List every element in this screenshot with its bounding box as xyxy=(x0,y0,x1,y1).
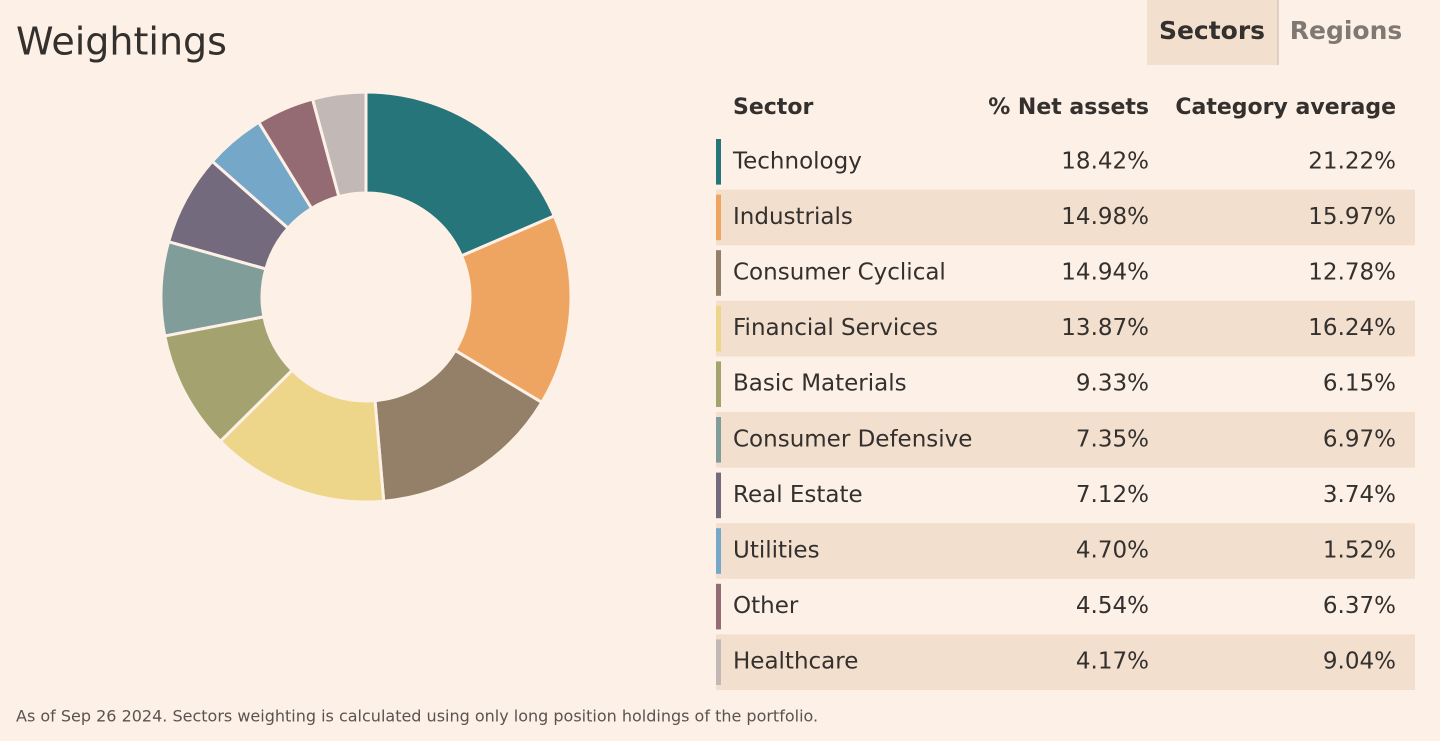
row-swatch xyxy=(716,528,721,574)
row-swatch xyxy=(716,361,721,407)
category-average: 1.52% xyxy=(1323,538,1396,564)
sector-name: Utilities xyxy=(733,538,820,564)
row-swatch xyxy=(716,417,721,463)
sector-name: Industrials xyxy=(733,204,853,230)
sector-name: Other xyxy=(733,593,799,619)
category-average: 16.24% xyxy=(1308,315,1396,341)
row-swatch xyxy=(716,194,721,241)
row-swatch xyxy=(716,139,721,185)
column-header: % Net assets xyxy=(988,95,1149,120)
category-average: 15.97% xyxy=(1308,204,1396,230)
category-average: 9.04% xyxy=(1323,649,1396,675)
column-header: Category average xyxy=(1175,95,1396,120)
net-assets: 9.33% xyxy=(1076,371,1149,397)
row-swatch xyxy=(716,472,721,519)
row-swatch xyxy=(716,639,721,685)
net-assets: 14.94% xyxy=(1061,260,1149,286)
category-average: 6.37% xyxy=(1323,593,1396,619)
column-header: Sector xyxy=(733,95,813,120)
donut-slice xyxy=(373,348,544,503)
net-assets: 7.12% xyxy=(1076,482,1149,508)
donut-slice xyxy=(218,368,386,504)
sector-name: Financial Services xyxy=(733,315,938,341)
sector-name: Technology xyxy=(732,148,862,174)
title: Weightings xyxy=(16,20,227,64)
category-average: 6.97% xyxy=(1323,426,1396,452)
category-average: 6.15% xyxy=(1323,371,1396,397)
row-bg xyxy=(716,189,1415,246)
net-assets: 7.35% xyxy=(1076,426,1149,452)
net-assets: 4.17% xyxy=(1076,649,1149,675)
category-average: 21.22% xyxy=(1308,148,1396,174)
net-assets: 4.70% xyxy=(1076,538,1149,564)
row-bg xyxy=(716,523,1415,579)
net-assets: 14.98% xyxy=(1061,204,1149,230)
row-bg xyxy=(716,412,1415,468)
sector-name: Basic Materials xyxy=(733,371,907,397)
donut-slice xyxy=(310,90,368,199)
row-swatch xyxy=(716,583,721,630)
tab[interactable]: Regions xyxy=(1290,16,1403,45)
tab-active-bg xyxy=(1147,0,1278,65)
row-bg xyxy=(716,300,1415,357)
category-average: 3.74% xyxy=(1323,482,1396,508)
sector-name: Consumer Defensive xyxy=(733,426,972,452)
sector-name: Consumer Cyclical xyxy=(733,260,946,286)
category-average: 12.78% xyxy=(1308,260,1396,286)
tab[interactable]: Sectors xyxy=(1159,16,1265,45)
sector-name: Healthcare xyxy=(733,649,858,675)
row-swatch xyxy=(716,250,721,296)
footnote: As of Sep 26 2024. Sectors weighting is … xyxy=(16,707,818,726)
net-assets: 13.87% xyxy=(1061,315,1149,341)
net-assets: 4.54% xyxy=(1076,593,1149,619)
row-bg xyxy=(716,634,1415,690)
donut-slice xyxy=(453,213,573,405)
row-swatch xyxy=(716,305,721,352)
net-assets: 18.42% xyxy=(1061,148,1149,174)
donut-slice xyxy=(364,90,557,258)
sector-name: Real Estate xyxy=(733,482,863,508)
